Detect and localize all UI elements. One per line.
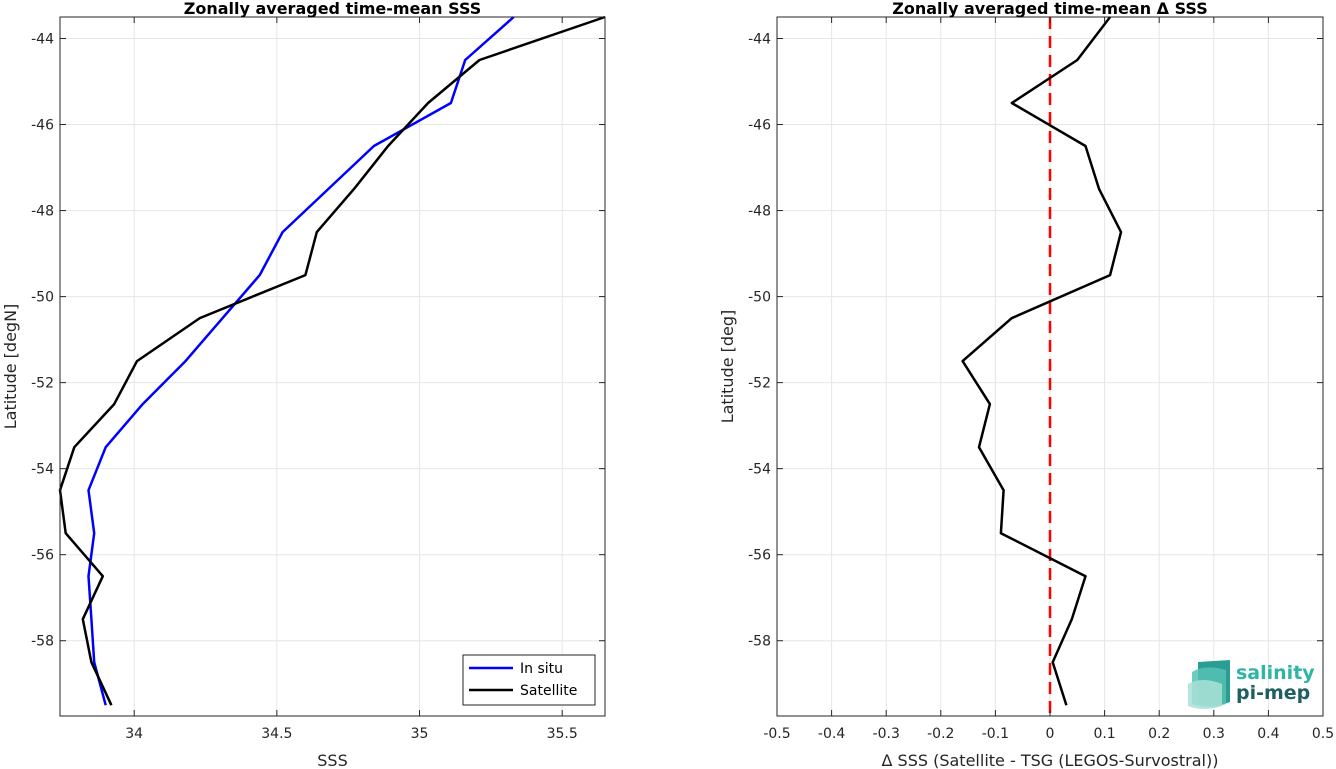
x-tick-label: 34 — [125, 726, 143, 742]
y-tick-label: -48 — [748, 204, 771, 220]
left-y-axis-label: Latitude [degN] — [1, 304, 20, 430]
y-tick-label: -44 — [31, 32, 54, 48]
right-y-axis-label: Latitude [deg] — [718, 310, 737, 424]
y-tick-label: -54 — [748, 462, 771, 478]
left-axes-frame — [59, 16, 606, 717]
left-grid — [60, 17, 605, 716]
x-tick-label: 0.5 — [1312, 726, 1334, 742]
left-plot-area — [60, 17, 605, 716]
right-series — [961, 16, 1123, 716]
y-tick-label: -56 — [748, 548, 771, 564]
y-tick-label: -56 — [31, 548, 54, 564]
left-series — [58, 15, 606, 706]
wave-logo-icon — [1188, 660, 1230, 709]
y-tick-label: -48 — [31, 204, 54, 220]
y-tick-label: -58 — [31, 634, 54, 650]
x-tick-label: 0 — [1046, 726, 1055, 742]
x-tick-label: -0.2 — [927, 726, 954, 742]
y-tick-label: -54 — [31, 462, 54, 478]
y-tick-label: -50 — [31, 290, 54, 306]
left-chart-title: Zonally averaged time-mean SSS — [184, 0, 482, 18]
logo-text-pi-mep: pi-mep — [1236, 682, 1310, 704]
x-tick-label: 0.4 — [1257, 726, 1279, 742]
x-tick-label: 34.5 — [261, 726, 292, 742]
legend-label-satellite: Satellite — [520, 683, 577, 699]
y-tick-label: -46 — [31, 118, 54, 134]
legend-label-in-situ: In situ — [520, 661, 563, 677]
y-tick-label: -52 — [748, 376, 771, 392]
x-tick-label: 35 — [411, 726, 429, 742]
legend: In situ Satellite — [462, 654, 596, 706]
left-panel: 34 34.5 35 35.5 -58 -56 -54 -52 -50 -48 -46 -44 Zon… — [1, 0, 606, 769]
x-tick-label: 0.2 — [1148, 726, 1170, 742]
x-tick-label: -0.4 — [818, 726, 845, 742]
left-x-axis-label: SSS — [317, 751, 347, 769]
logo-text-salinity: salinity — [1236, 662, 1315, 684]
salinity-pi-mep-logo: salinity pi-mep — [1188, 660, 1315, 709]
x-tick-label: 0.1 — [1093, 726, 1115, 742]
y-tick-label: -52 — [31, 376, 54, 392]
right-panel: -0.5 -0.4 -0.3 -0.2 -0.1 0 0.1 0.2 0.3 0.4 0.5 -58 -… — [718, 0, 1334, 769]
left-ticks: 34 34.5 35 35.5 -58 -56 -54 -52 -50 -48 -46 -44 — [31, 17, 605, 742]
x-tick-label: -0.5 — [763, 726, 790, 742]
y-tick-label: -46 — [748, 118, 771, 134]
x-tick-label: 0.3 — [1203, 726, 1225, 742]
y-tick-label: -50 — [748, 290, 771, 306]
series-line-series-1 — [961, 16, 1123, 706]
right-chart-title: Zonally averaged time-mean Δ SSS — [892, 0, 1208, 18]
series-line-in-situ — [87, 16, 515, 706]
right-x-axis-label: Δ SSS (Satellite - TSG (LEGOS-Survostral… — [882, 751, 1219, 769]
x-tick-label: -0.3 — [873, 726, 900, 742]
series-line-satellite — [58, 15, 606, 706]
right-ticks: -0.5 -0.4 -0.3 -0.2 -0.1 0 0.1 0.2 0.3 0.4 0.5 -58 -… — [748, 17, 1334, 742]
x-tick-label: 35.5 — [547, 726, 578, 742]
y-tick-label: -58 — [748, 634, 771, 650]
legend-box — [462, 654, 596, 706]
y-tick-label: -44 — [748, 32, 771, 48]
x-tick-label: -0.1 — [982, 726, 1009, 742]
